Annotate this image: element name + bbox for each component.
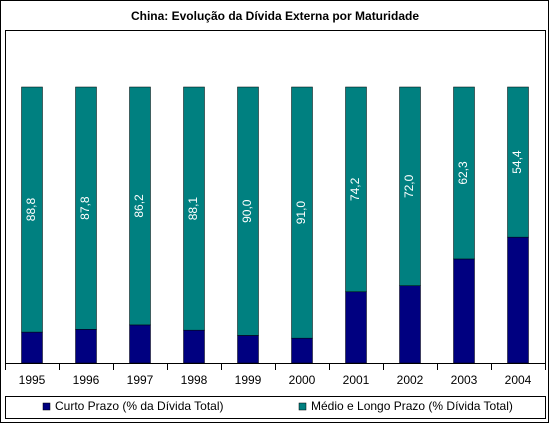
data-label: 86,2 (132, 194, 146, 218)
bar-segment (237, 335, 259, 364)
bar-segment (291, 337, 313, 364)
bar-segment (129, 86, 151, 326)
legend-swatch (42, 402, 51, 411)
bar-segment (399, 285, 421, 364)
data-label: 88,8 (24, 198, 38, 222)
bar-segment (291, 86, 313, 339)
bar-segment (183, 329, 205, 364)
data-label: 90,0 (240, 199, 254, 223)
data-label: 54,4 (510, 150, 524, 174)
bar-segment (453, 86, 475, 260)
x-tick-label: 1996 (73, 373, 100, 387)
bar-segment (237, 86, 259, 336)
x-tick-label: 2003 (451, 373, 478, 387)
data-label: 74,2 (348, 177, 362, 201)
x-tick-label: 1995 (19, 373, 46, 387)
bar-segment (183, 86, 205, 331)
bar-segment (129, 324, 151, 364)
data-label: 88,1 (186, 197, 200, 221)
legend-label: Curto Prazo (% da Dívida Total) (55, 399, 224, 413)
bar-segment (399, 86, 421, 286)
legend-box (5, 396, 546, 419)
legend-label: Médio e Longo Prazo (% Dívida Total) (311, 399, 513, 413)
x-tick-label: 2004 (505, 373, 532, 387)
data-label: 72,0 (402, 174, 416, 198)
bar-segment (507, 236, 529, 364)
bar-segment (345, 86, 367, 293)
x-tick-label: 2002 (397, 373, 424, 387)
bar-segment (453, 258, 475, 364)
x-tick-label: 1998 (181, 373, 208, 387)
data-label: 87,8 (78, 196, 92, 220)
data-label: 62,3 (456, 161, 470, 185)
bar-segment (345, 291, 367, 364)
bar-segment (75, 329, 97, 364)
bar-segment (21, 86, 43, 333)
legend-swatch (298, 402, 307, 411)
x-tick-label: 1997 (127, 373, 154, 387)
x-tick-label: 2000 (289, 373, 316, 387)
bar-segment (507, 86, 529, 238)
x-tick-label: 2001 (343, 373, 370, 387)
bar-segment (75, 86, 97, 330)
data-label: 91,0 (294, 201, 308, 225)
chart-title: China: Evolução da Dívida Externa por Ma… (131, 9, 419, 23)
x-tick-label: 1999 (235, 373, 262, 387)
bar-segment (21, 331, 43, 364)
